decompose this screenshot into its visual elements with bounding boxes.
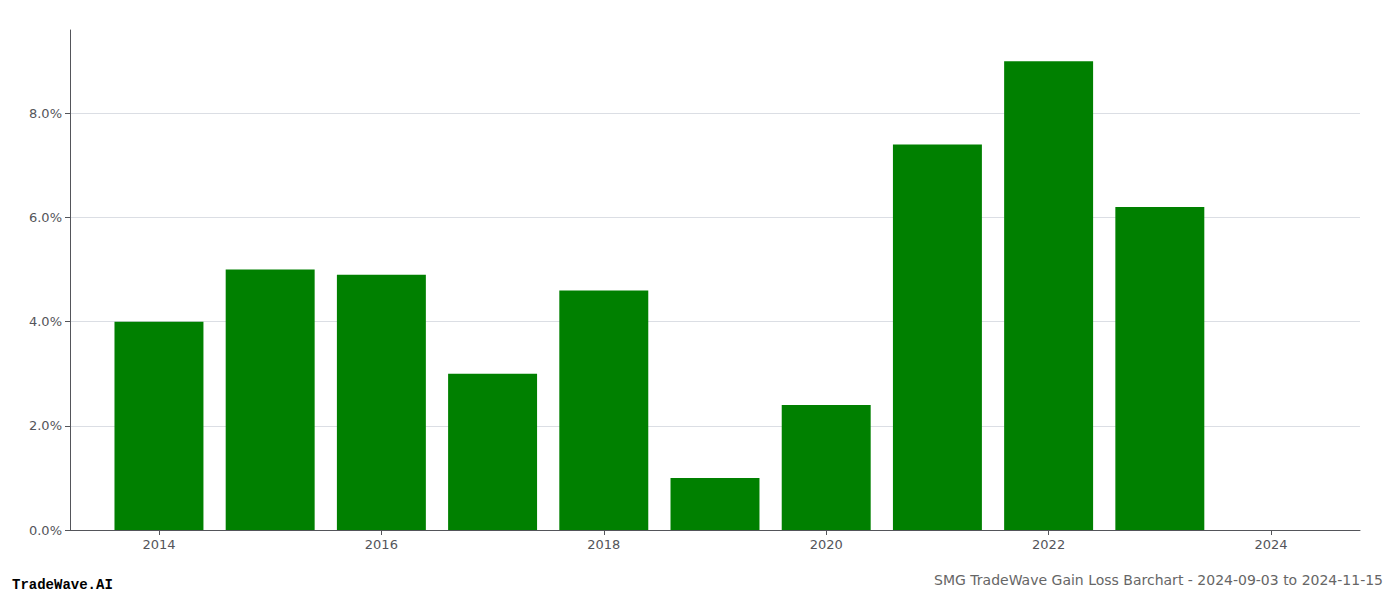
svg-text:2022: 2022 (1032, 537, 1065, 552)
svg-text:TradeWave.AI: TradeWave.AI (12, 577, 113, 593)
svg-text:SMG TradeWave Gain Loss Barcha: SMG TradeWave Gain Loss Barchart - 2024-… (934, 572, 1383, 588)
svg-text:2024: 2024 (1254, 537, 1287, 552)
svg-text:2016: 2016 (365, 537, 398, 552)
svg-text:4.0%: 4.0% (29, 314, 62, 329)
svg-text:2.0%: 2.0% (29, 418, 62, 433)
svg-text:2018: 2018 (587, 537, 620, 552)
svg-text:2020: 2020 (810, 537, 843, 552)
svg-text:2014: 2014 (142, 537, 175, 552)
svg-text:8.0%: 8.0% (29, 106, 62, 121)
svg-text:6.0%: 6.0% (29, 210, 62, 225)
svg-text:0.0%: 0.0% (29, 523, 62, 538)
